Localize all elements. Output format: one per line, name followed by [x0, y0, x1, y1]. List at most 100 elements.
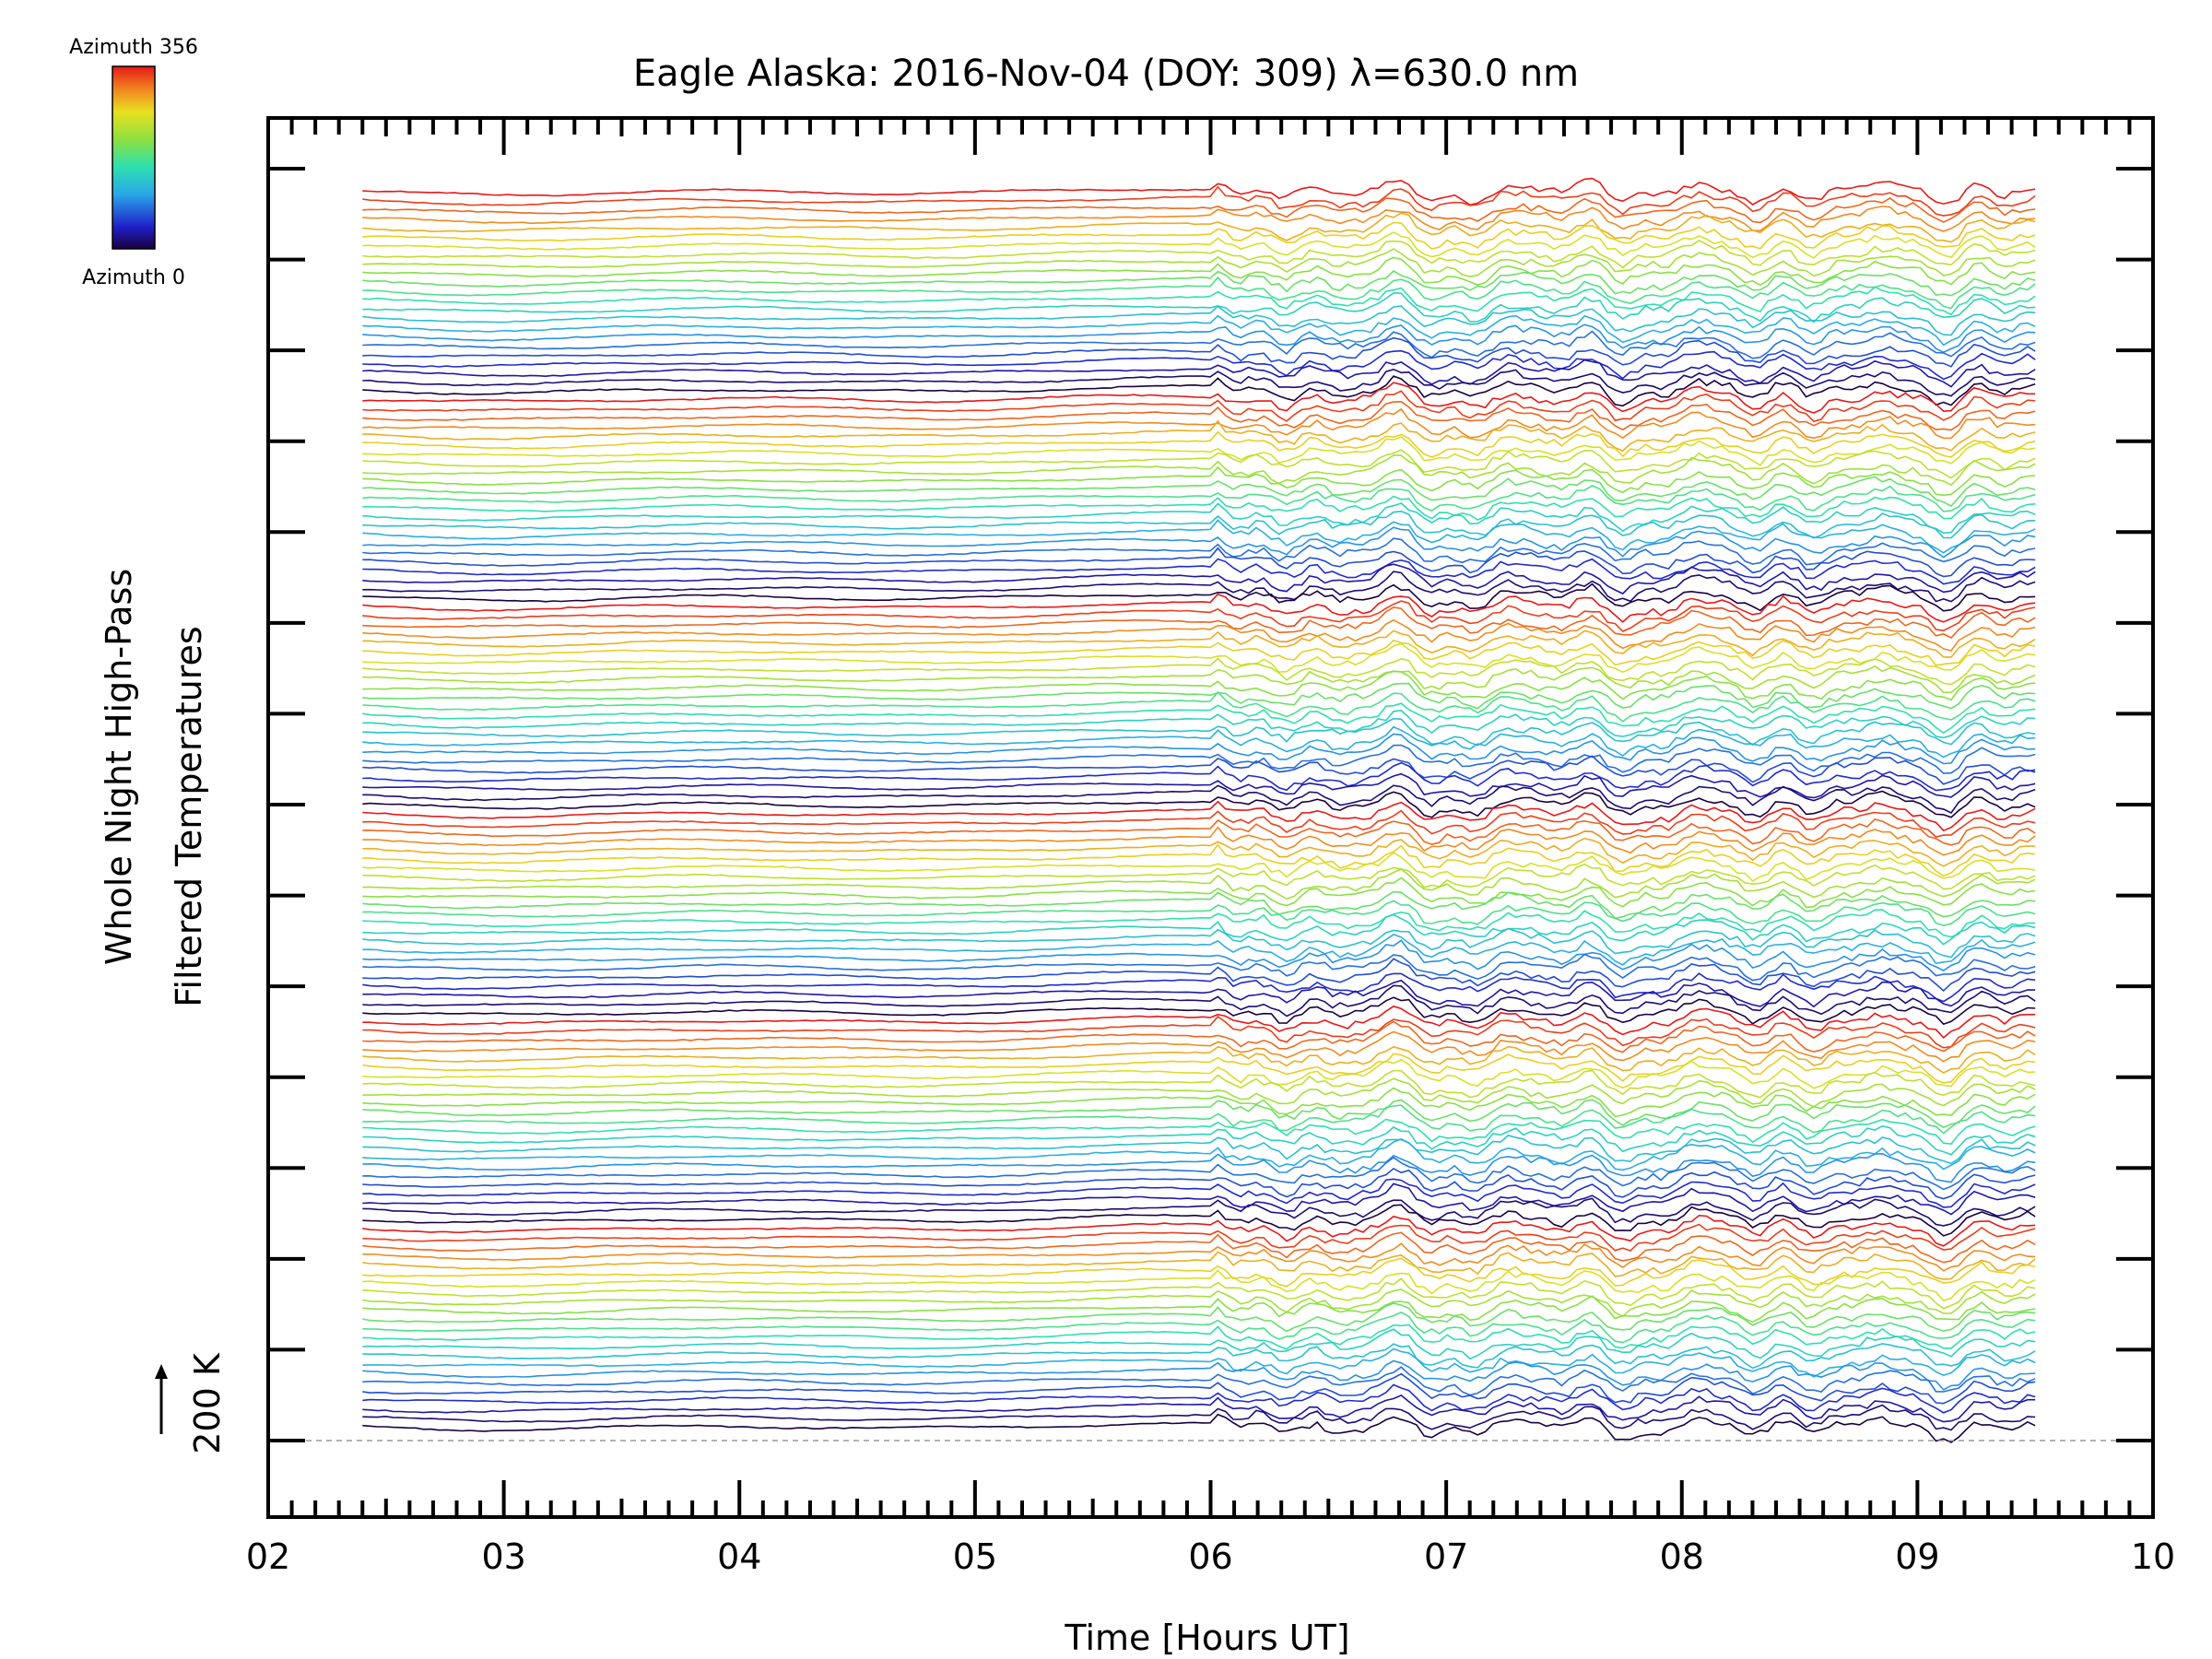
temperature-trace: [362, 256, 2036, 287]
colorbar-gradient: [112, 65, 156, 250]
temperature-trace: [362, 407, 2036, 440]
temperature-trace: [362, 582, 2036, 612]
temperature-trace: [362, 972, 2036, 1003]
temperature-trace: [362, 1372, 2036, 1405]
temperature-trace: [362, 558, 2036, 585]
temperature-trace: [362, 913, 2036, 946]
temperature-trace: [362, 291, 2036, 324]
temperature-trace: [362, 890, 2036, 920]
temperature-trace: [362, 436, 2036, 466]
temperature-trace: [362, 744, 2036, 774]
temperature-trace: [362, 843, 2036, 877]
temperature-trace: [362, 1099, 2036, 1129]
temperature-trace: [362, 1015, 2036, 1049]
temperature-trace: [362, 1269, 2036, 1302]
temperature-trace: [362, 206, 2036, 232]
temperature-trace: [362, 1104, 2036, 1135]
temperature-trace: [362, 629, 2036, 658]
temperature-trace: [362, 877, 2036, 909]
temperature-trace: [362, 670, 2036, 701]
temperature-trace: [362, 1413, 2036, 1443]
temperature-trace: [362, 324, 2036, 354]
temperature-trace: [362, 1231, 2036, 1264]
temperature-trace: [362, 1167, 2036, 1200]
temperature-trace: [362, 1178, 2036, 1208]
temperature-trace: [362, 359, 2036, 388]
y-axis-label-line2: Filtered Temperatures: [169, 626, 209, 1006]
temperature-trace: [362, 979, 2036, 1008]
temperature-trace: [362, 837, 2036, 867]
colorbar-bottom-label: Azimuth 0: [82, 266, 185, 289]
temperature-trace: [362, 863, 2036, 890]
temperature-trace: [362, 755, 2036, 785]
temperature-trace: [362, 336, 2036, 368]
temperature-trace: [362, 665, 2036, 694]
temperature-trace: [362, 593, 2036, 623]
temperature-trace: [362, 419, 2036, 453]
temperature-trace: [362, 1288, 2036, 1318]
temperature-trace: [362, 1020, 2036, 1053]
temperature-trace: [362, 196, 2036, 224]
temperature-trace: [362, 382, 2036, 414]
temperature-trace: [362, 1069, 2036, 1099]
scale-indicator: 200 K: [155, 1352, 228, 1454]
temperature-traces: [296, 177, 2135, 1443]
temperature-trace: [362, 400, 2036, 431]
temperature-trace: [362, 449, 2036, 479]
temperature-trace: [362, 1045, 2036, 1075]
temperature-trace: [362, 1347, 2036, 1378]
x-tick-label: 05: [953, 1536, 997, 1577]
temperature-trace: [362, 826, 2036, 856]
temperature-trace: [362, 868, 2036, 900]
temperature-trace: [362, 818, 2036, 846]
x-tick-label: 04: [717, 1536, 761, 1577]
temperature-trace: [362, 852, 2036, 882]
temperature-trace: [362, 185, 2036, 217]
temperature-trace: [362, 526, 2036, 559]
temperature-trace: [362, 784, 2036, 815]
temperature-trace: [362, 563, 2036, 595]
temperature-trace: [362, 1277, 2036, 1310]
temperature-trace: [362, 1124, 2036, 1156]
temperature-trace: [362, 900, 2036, 927]
temperature-trace: [362, 1005, 2036, 1040]
temperature-trace: [362, 330, 2036, 359]
temperature-trace: [362, 375, 2036, 407]
temperature-trace: [362, 953, 2036, 982]
temperature-trace: [362, 248, 2036, 277]
temperature-trace: [362, 690, 2036, 723]
temperature-trace: [362, 1182, 2036, 1216]
temperature-trace: [362, 772, 2036, 799]
temperature-trace: [362, 571, 2036, 603]
temperature-trace: [362, 1343, 2036, 1370]
temperature-trace: [362, 1328, 2036, 1360]
chart-title: Eagle Alaska: 2016-Nov-04 (DOY: 309) λ=6…: [633, 53, 1579, 95]
temperature-trace: [362, 1302, 2036, 1333]
temperature-trace: [362, 1251, 2036, 1280]
temperature-trace: [362, 510, 2036, 539]
temperature-trace: [362, 682, 2036, 710]
temperature-trace: [362, 231, 2036, 259]
temperature-trace: [362, 1058, 2036, 1089]
temperature-trace: [362, 800, 2036, 832]
temperature-trace: [362, 958, 2036, 992]
x-tick-label: 10: [2131, 1536, 2175, 1577]
temperature-trace: [362, 177, 2036, 206]
temperature-trace: [362, 276, 2036, 310]
temperature-trace: [362, 1257, 2036, 1288]
temperature-trace: [362, 642, 2036, 674]
temperature-trace: [362, 1359, 2036, 1391]
temperature-trace: [362, 1156, 2036, 1191]
temperature-trace: [362, 606, 2036, 639]
temperature-trace: [362, 485, 2036, 512]
x-tick-label: 02: [246, 1536, 290, 1577]
temperature-trace: [362, 1366, 2036, 1396]
temperature-trace: [362, 909, 2036, 938]
temperature-trace: [362, 465, 2036, 497]
x-tick-label: 07: [1424, 1536, 1468, 1577]
temperature-trace: [362, 1053, 2036, 1084]
temperature-trace: [362, 212, 2036, 243]
temperature-trace: [362, 1223, 2036, 1253]
temperature-trace: [362, 502, 2036, 535]
temperature-trace: [362, 221, 2036, 250]
